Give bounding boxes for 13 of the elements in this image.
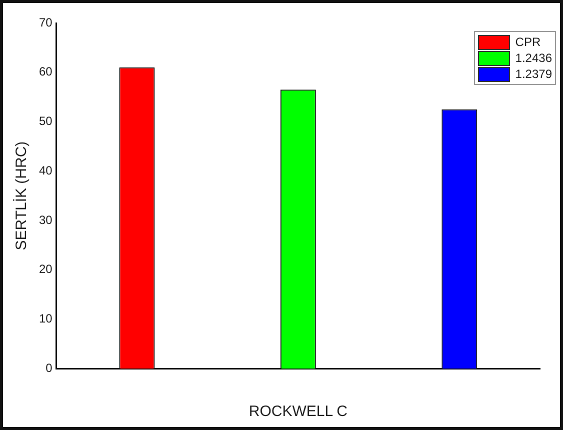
y-tick-label: 50 xyxy=(38,114,53,128)
y-tick-label: 0 xyxy=(46,360,53,375)
legend-label: CPR xyxy=(515,35,541,49)
x-axis-title: ROCKWELL C xyxy=(248,403,348,420)
y-tick-label: 20 xyxy=(38,262,53,276)
y-tick-label: 40 xyxy=(38,163,53,178)
legend-label: 1.2379 xyxy=(515,67,552,81)
y-tick-label: 70 xyxy=(38,15,53,30)
y-axis-title: SERTLİK (HRC) xyxy=(12,141,30,250)
y-tick-label: 10 xyxy=(38,312,53,326)
y-tick-label: 30 xyxy=(38,212,53,227)
y-tick-label: 60 xyxy=(38,64,53,79)
legend-label: 1.2436 xyxy=(515,51,552,65)
